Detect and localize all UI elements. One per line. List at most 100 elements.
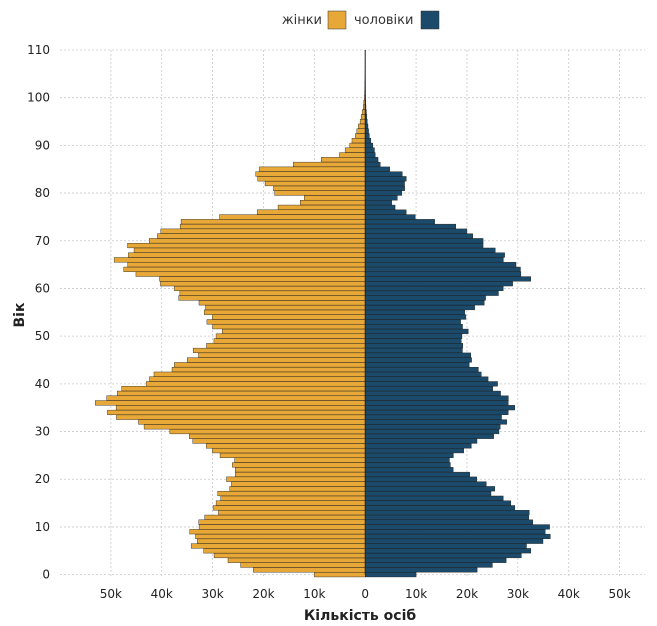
bar-female-age-74 (180, 219, 366, 225)
x-tick-label: 30k (507, 587, 529, 601)
bar-female-age-39 (121, 386, 366, 392)
bar-female-age-19 (231, 481, 366, 487)
bar-female-age-47 (192, 347, 366, 353)
bar-female-age-32 (138, 419, 366, 425)
bar-female-age-30 (169, 429, 366, 435)
bar-male-age-48 (365, 343, 464, 349)
bar-female-age-46 (198, 352, 366, 358)
bar-male-age-88 (365, 152, 376, 158)
bar-male-age-47 (365, 347, 463, 353)
y-axis-ticks: 0 10 20 30 40 50 60 70 80 90 100 110 (27, 43, 50, 582)
legend-label-male: чоловіки (354, 13, 413, 28)
bar-female-age-4 (213, 553, 366, 559)
bar-male-age-54 (365, 314, 467, 320)
x-tick-label: 10k (405, 587, 427, 601)
bar-male-age-16 (365, 495, 504, 501)
bar-female-age-35 (115, 405, 366, 411)
y-tick-label: 70 (35, 234, 50, 248)
bar-female-age-50 (215, 333, 366, 339)
bar-female-age-57 (198, 300, 366, 306)
bar-male-age-75 (365, 214, 416, 220)
bar-male-age-64 (365, 266, 521, 272)
bar-male-age-89 (365, 147, 375, 153)
bar-male-age-55 (365, 309, 465, 315)
bar-female-age-11 (198, 519, 366, 525)
bar-female-age-55 (204, 309, 366, 315)
bar-male-age-24 (365, 457, 450, 463)
x-tick-label: 50k (608, 587, 630, 601)
x-tick-label: 40k (558, 587, 580, 601)
bar-male-age-17 (365, 491, 492, 497)
bar-female-age-56 (205, 305, 366, 311)
bar-female-age-16 (220, 495, 366, 501)
bar-male-age-22 (365, 467, 454, 473)
bar-male-age-9 (365, 529, 546, 535)
bar-female-age-25 (219, 452, 366, 458)
bar-male-age-63 (365, 271, 522, 277)
bar-male-age-7 (365, 538, 544, 544)
bar-female-age-48 (206, 343, 366, 349)
x-axis-title: Кількість осіб (304, 608, 417, 624)
bar-male-age-85 (365, 166, 390, 172)
y-axis-title: Вік (12, 302, 28, 327)
bar-male-age-13 (365, 510, 530, 516)
y-tick-label: 40 (35, 377, 50, 391)
bar-male-age-5 (365, 548, 532, 554)
bar-female-age-94 (358, 123, 366, 129)
bar-female-age-70 (149, 238, 366, 244)
bar-male-age-27 (365, 443, 472, 449)
x-tick-label: 50k (100, 587, 122, 601)
bar-male-age-93 (365, 128, 369, 134)
bar-female-age-17 (217, 491, 366, 497)
bar-female-age-14 (212, 505, 366, 511)
bar-male-age-28 (365, 438, 478, 444)
bar-male-age-15 (365, 500, 512, 506)
bar-male-age-73 (365, 223, 457, 229)
bar-female-age-6 (190, 543, 366, 549)
bar-female-age-37 (106, 395, 366, 401)
x-tick-label: 0 (361, 587, 369, 601)
bar-female-age-36 (95, 400, 366, 406)
bar-male-age-43 (365, 367, 479, 373)
bar-male-age-35 (365, 405, 516, 411)
bar-female-age-76 (256, 209, 366, 215)
x-tick-label: 10k (303, 587, 325, 601)
bar-male-age-0 (365, 572, 417, 578)
bar-female-age-71 (157, 233, 366, 239)
bar-female-age-78 (300, 200, 366, 206)
y-tick-label: 60 (35, 281, 50, 295)
legend: жінки чоловіки (282, 10, 440, 30)
bar-female-age-75 (219, 214, 366, 220)
bar-male-age-84 (365, 171, 403, 177)
bar-female-age-20 (226, 476, 366, 482)
x-tick-label: 20k (252, 587, 274, 601)
bar-female-age-1 (253, 567, 366, 573)
bar-male-age-12 (365, 514, 529, 520)
bar-male-age-76 (365, 209, 407, 215)
bar-female-age-43 (171, 367, 366, 373)
bar-female-age-31 (143, 424, 366, 430)
bar-female-age-44 (174, 362, 366, 368)
bar-female-age-86 (293, 161, 366, 167)
bar-male-age-65 (365, 262, 517, 268)
bar-female-age-21 (235, 471, 366, 477)
bar-female-age-7 (197, 538, 366, 544)
bar-female-age-63 (135, 271, 366, 277)
bar-female-age-81 (273, 185, 366, 191)
bar-male-age-53 (365, 319, 461, 325)
bar-female-age-27 (206, 443, 366, 449)
bar-male-age-60 (365, 285, 504, 291)
bar-male-age-20 (365, 476, 478, 482)
bar-male-age-87 (365, 157, 379, 163)
bar-male-age-38 (365, 390, 501, 396)
y-tick-label: 110 (27, 43, 50, 57)
x-tick-label: 40k (151, 587, 173, 601)
bar-male-age-19 (365, 481, 487, 487)
bar-male-age-30 (365, 429, 500, 435)
bar-male-age-79 (365, 195, 398, 201)
bar-female-age-13 (218, 510, 366, 516)
bar-female-age-68 (133, 247, 366, 253)
bar-male-age-34 (365, 409, 509, 415)
bar-female-age-33 (116, 414, 366, 420)
